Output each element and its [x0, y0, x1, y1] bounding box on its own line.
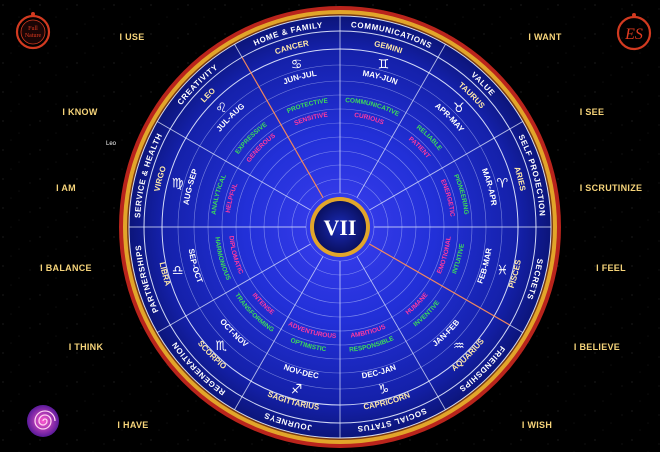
zodiac-glyph-icon: ♊ [378, 58, 390, 73]
zodiac-glyph-icon: ♈ [496, 177, 508, 192]
logo-top-left: Full Nature [15, 12, 51, 50]
wheel-spokes [129, 16, 551, 438]
side-label-left: I KNOW [62, 107, 98, 117]
zodiac-glyph-icon: ♋ [291, 58, 303, 73]
zodiac-glyph-icon: ♐ [291, 382, 303, 397]
zodiac-glyph-icon: ♏ [215, 339, 227, 354]
wheel-spoke [356, 44, 446, 198]
logo-top-right: ES [616, 13, 652, 51]
zodiac-glyph-icon: ♒ [453, 339, 465, 354]
logo-monogram: ES [624, 26, 643, 43]
small-note: Leo [106, 141, 117, 147]
zodiac-glyph-icon: ♎ [172, 263, 184, 278]
side-label-left: I USE [119, 32, 144, 42]
wheel-spoke [369, 121, 523, 211]
wheel-spoke [356, 256, 446, 410]
wheel-spoke [157, 243, 311, 333]
side-label-left: I BALANCE [40, 263, 92, 273]
wheel-spoke [234, 256, 324, 410]
side-label-right: I WISH [522, 420, 552, 430]
spiral-icon [27, 405, 59, 437]
highlight-spoke [369, 243, 511, 326]
logo-text-line2: Nature [25, 33, 42, 39]
side-label-left: I HAVE [117, 420, 148, 430]
side-label-right: I FEEL [596, 263, 626, 273]
side-label-right: I BELIEVE [574, 342, 620, 352]
side-labels-right: I WANT I SEE I SCRUTINIZE I FEEL I BELIEVE I … [522, 32, 642, 430]
zodiac-glyph-icon: ♉ [453, 101, 465, 116]
zodiac-glyph-icon: ♍ [172, 177, 184, 192]
zodiac-glyph-icon: ♑ [378, 382, 390, 397]
wheel-spoke [157, 121, 311, 211]
side-label-left: I THINK [69, 342, 104, 352]
zodiac-glyph-icon: ♌ [215, 101, 227, 116]
side-label-right: I SEE [580, 107, 605, 117]
side-label-left: I AM [56, 183, 76, 193]
logo-text-line1: Full [28, 26, 38, 32]
center-numeral: VII [323, 215, 356, 240]
zodiac-glyph-icon: ♓ [496, 263, 508, 278]
center-medallion [314, 201, 366, 253]
side-label-right: I SCRUTINIZE [580, 183, 643, 193]
side-labels-left: I USE I KNOW I AM I BALANCE I THINK I HAVE [40, 32, 148, 430]
highlight-spoke [241, 56, 324, 198]
side-label-right: I WANT [528, 32, 561, 42]
